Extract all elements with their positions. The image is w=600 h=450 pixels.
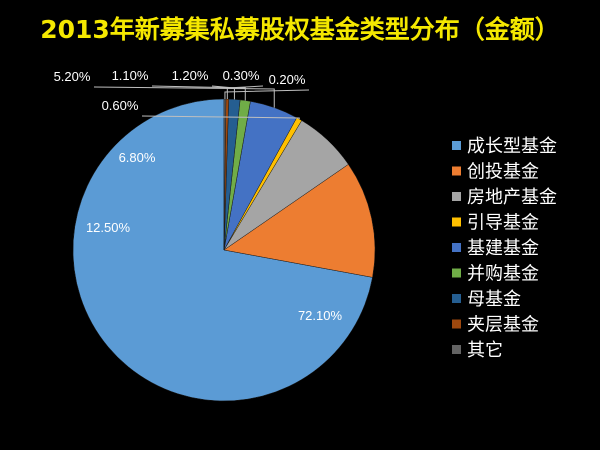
data-label-5: 5.20% xyxy=(54,69,91,84)
leader-line-9 xyxy=(224,89,310,100)
legend-label-5: 基建基金 xyxy=(467,238,539,259)
leader-line-4 xyxy=(141,115,300,120)
data-label-1: 72.10% xyxy=(298,308,343,323)
legend-label-8: 夹层基金 xyxy=(467,315,539,336)
legend-swatch-2 xyxy=(452,166,461,176)
legend-swatch-1 xyxy=(452,141,461,150)
legend-swatch-9 xyxy=(452,345,461,354)
pie-slice-1 xyxy=(72,98,373,402)
legend-label-1: 成长型基金 xyxy=(467,136,557,157)
leader-line-6 xyxy=(151,85,246,101)
data-label-8: 0.30% xyxy=(223,68,260,83)
data-label-2: 12.50% xyxy=(86,220,131,235)
legend-label-3: 房地产基金 xyxy=(467,187,557,208)
legend-label-9: 其它 xyxy=(467,340,503,361)
legend-label-2: 创投基金 xyxy=(467,162,539,183)
leader-line-8 xyxy=(226,85,264,100)
legend-label-6: 并购基金 xyxy=(467,264,539,285)
legend-label-4: 引导基金 xyxy=(467,213,539,234)
label-leader-lines xyxy=(93,85,310,120)
data-label-6: 1.10% xyxy=(112,68,149,83)
legend-swatch-5 xyxy=(452,243,461,252)
chart-title: 2013年新募集私募股权基金类型分布（金额） xyxy=(40,15,560,44)
legend-label-7: 母基金 xyxy=(467,289,521,310)
data-label-3: 6.80% xyxy=(119,150,156,165)
pie-slice-2 xyxy=(223,163,376,278)
legend-swatch-4 xyxy=(452,217,461,227)
legend-swatch-6 xyxy=(452,268,461,278)
legend-swatch-8 xyxy=(452,319,461,329)
data-label-4: 0.60% xyxy=(102,98,139,113)
pie-slices xyxy=(72,98,376,402)
leader-line-5 xyxy=(93,86,275,108)
data-label-9: 0.20% xyxy=(269,72,306,87)
data-labels: 72.10% 12.50% 6.80% 0.60% 5.20% 1.10% 1.20% 0.3… xyxy=(54,68,343,323)
data-label-7: 1.20% xyxy=(172,68,209,83)
legend-swatch-3 xyxy=(452,192,461,201)
legend-swatch-7 xyxy=(452,294,461,303)
